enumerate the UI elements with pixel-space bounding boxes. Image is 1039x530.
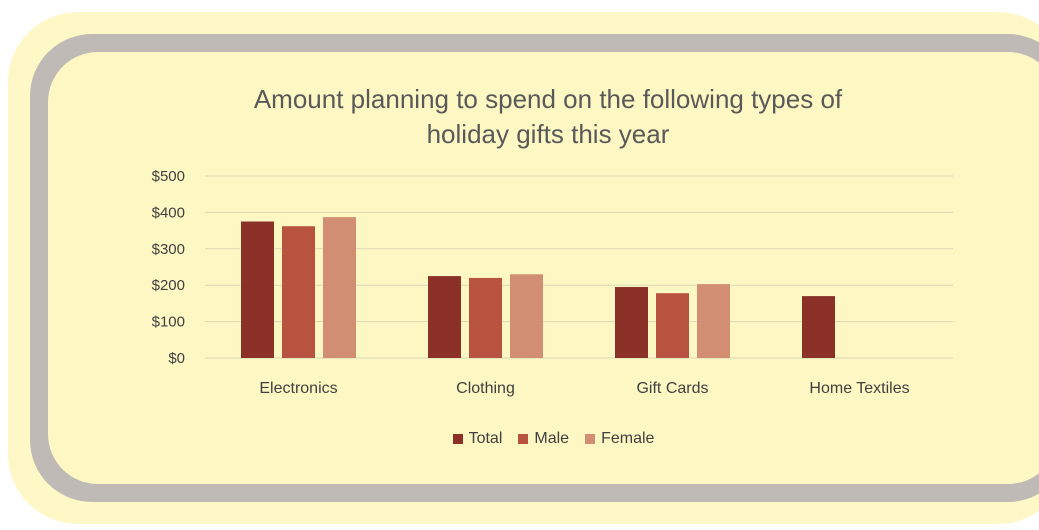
legend-label-female: Female [601,430,655,447]
bar-total [802,296,835,358]
chart-title-line-2: holiday gifts this year [426,119,670,149]
bar-male [469,277,502,358]
bar-female [510,274,543,358]
y-tick-label: $100 [152,314,185,331]
chart-panel [48,52,1039,484]
x-category-label: Electronics [259,380,337,397]
y-tick-label: $200 [152,277,185,294]
legend-item-female: Female [585,430,654,448]
legend-swatch-total [452,434,463,444]
x-category-label: Gift Cards [636,380,708,397]
bar-male [656,293,689,358]
legend-item-total: Total [452,430,503,448]
bar-total [615,287,648,358]
bar-total [428,276,461,358]
y-tick-label: $300 [152,241,185,258]
legend-swatch-male [518,434,529,444]
bar-female [697,284,730,358]
bar-male [282,226,315,358]
y-tick-label: $500 [152,168,185,185]
x-category-label: Clothing [456,380,515,397]
bar-female [323,217,356,358]
chart-title: Amount planning to spend on the followin… [178,82,918,152]
legend-item-male: Male [518,430,569,448]
x-category-label: Home Textiles [809,380,909,397]
chart-title-line-1: Amount planning to spend on the followin… [253,84,843,114]
y-tick-label: $400 [152,204,185,221]
legend-swatch-female [585,434,596,444]
y-tick-label: $0 [168,350,185,367]
legend-label-male: Male [534,430,570,447]
bar-total [241,221,274,358]
legend-label-total: Total [468,430,503,447]
chart-legend: Total Male Female [0,430,1039,448]
